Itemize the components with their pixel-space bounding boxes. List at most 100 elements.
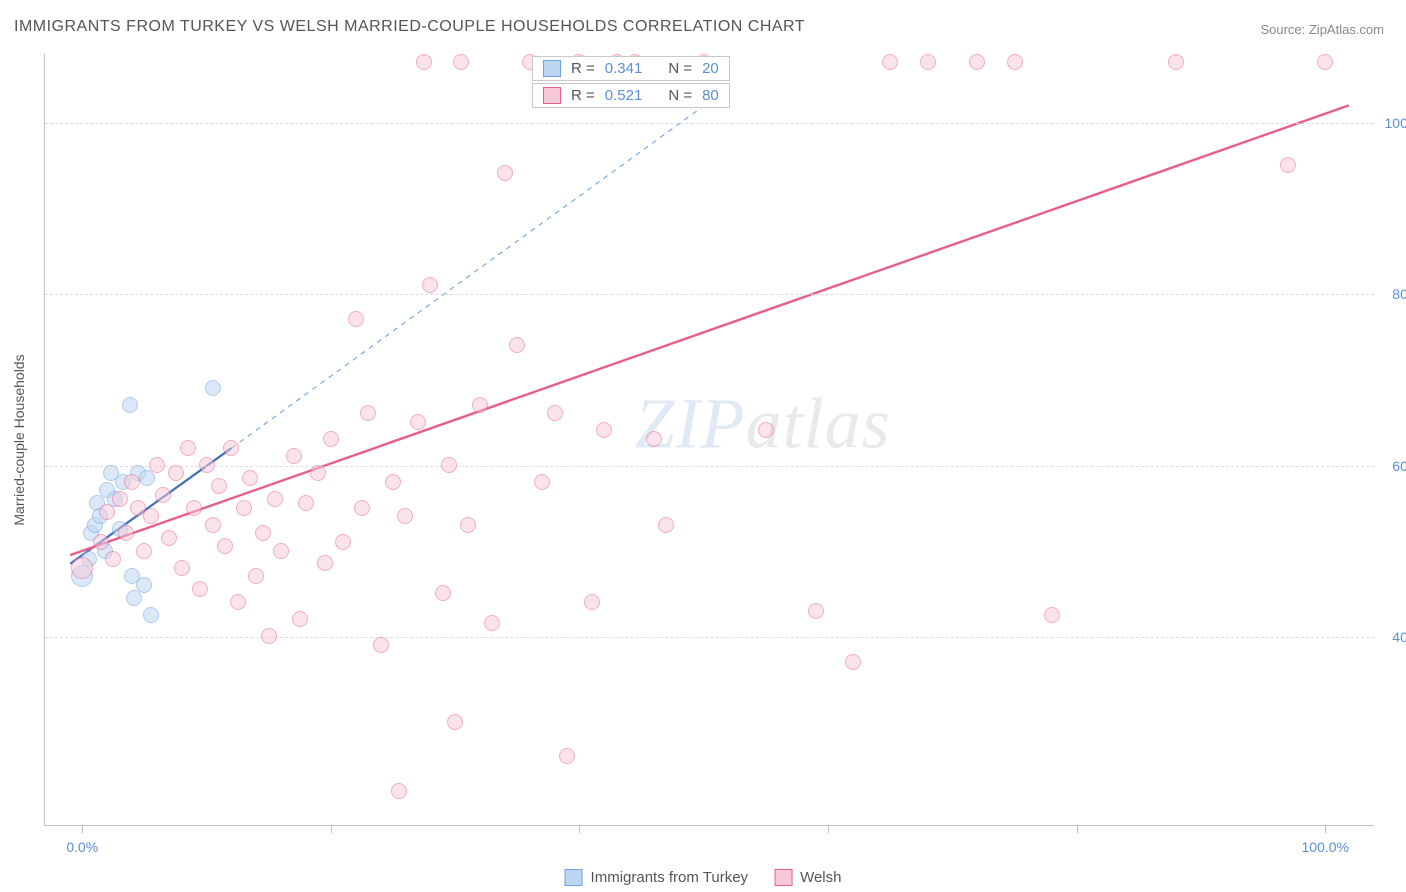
welsh-point <box>646 431 662 447</box>
welsh-point <box>1317 54 1333 70</box>
welsh-point <box>385 474 401 490</box>
welsh-point <box>758 422 774 438</box>
welsh-point <box>149 457 165 473</box>
welsh-point <box>199 457 215 473</box>
welsh-point <box>410 414 426 430</box>
welsh-point <box>391 783 407 799</box>
legend-swatch <box>565 869 583 886</box>
chart-frame: IMMIGRANTS FROM TURKEY VS WELSH MARRIED-… <box>0 0 1406 892</box>
welsh-point <box>658 517 674 533</box>
regression-lines <box>45 54 1374 825</box>
welsh-point <box>118 525 134 541</box>
gridline <box>45 637 1374 638</box>
scatter-plot: Married-couple Households ZIPatlas 40.0%… <box>44 54 1374 826</box>
n-label: N = <box>668 60 692 77</box>
welsh-point <box>447 714 463 730</box>
r-value: 0.341 <box>605 60 643 77</box>
welsh-point <box>441 457 457 473</box>
y-tick-label: 40.0% <box>1392 629 1406 645</box>
turkey-point <box>126 590 142 606</box>
turkey-point <box>122 397 138 413</box>
series-legend: Immigrants from Turkey Welsh <box>565 869 842 886</box>
x-tick <box>82 825 83 833</box>
welsh-point <box>261 628 277 644</box>
welsh-point <box>286 448 302 464</box>
legend-label: Immigrants from Turkey <box>591 869 749 886</box>
turkey-point <box>136 577 152 593</box>
welsh-point <box>1280 157 1296 173</box>
n-label: N = <box>668 87 692 104</box>
welsh-point <box>273 543 289 559</box>
legend-label: Welsh <box>800 869 841 886</box>
welsh-point <box>882 54 898 70</box>
legend-swatch <box>774 869 792 886</box>
welsh-point <box>143 508 159 524</box>
y-tick-label: 60.0% <box>1392 458 1406 474</box>
y-tick-label: 100.0% <box>1385 115 1406 131</box>
x-tick <box>1077 825 1078 833</box>
x-tick <box>331 825 332 833</box>
legend-swatch <box>543 60 561 77</box>
welsh-point <box>1007 54 1023 70</box>
welsh-point <box>323 431 339 447</box>
welsh-point <box>920 54 936 70</box>
welsh-point <box>373 637 389 653</box>
welsh-point <box>472 397 488 413</box>
welsh-point <box>71 557 93 579</box>
welsh-point <box>248 568 264 584</box>
welsh-point <box>99 504 115 520</box>
welsh-point <box>354 500 370 516</box>
welsh-point <box>136 543 152 559</box>
legend-item: Immigrants from Turkey <box>565 869 749 886</box>
x-tick <box>828 825 829 833</box>
welsh-point <box>267 491 283 507</box>
x-tick-label: 100.0% <box>1302 839 1349 855</box>
welsh-point <box>453 54 469 70</box>
welsh-point <box>230 594 246 610</box>
welsh-point <box>416 54 432 70</box>
welsh-point <box>460 517 476 533</box>
n-value: 20 <box>702 60 719 77</box>
welsh-point <box>292 611 308 627</box>
source-prefix: Source: <box>1260 22 1308 37</box>
welsh-point <box>1168 54 1184 70</box>
welsh-point <box>155 487 171 503</box>
welsh-point <box>211 478 227 494</box>
chart-title: IMMIGRANTS FROM TURKEY VS WELSH MARRIED-… <box>14 18 805 36</box>
welsh-point <box>547 405 563 421</box>
welsh-point <box>242 470 258 486</box>
welsh-point <box>435 585 451 601</box>
welsh-point <box>236 500 252 516</box>
r-label: R = <box>571 87 595 104</box>
gridline <box>45 466 1374 467</box>
n-value: 80 <box>702 87 719 104</box>
x-tick-label: 0.0% <box>66 839 98 855</box>
turkey-point <box>205 380 221 396</box>
welsh-point <box>584 594 600 610</box>
welsh-point <box>255 525 271 541</box>
welsh-point <box>422 277 438 293</box>
turkey-point <box>143 607 159 623</box>
welsh-point <box>534 474 550 490</box>
x-tick <box>579 825 580 833</box>
welsh-point <box>205 517 221 533</box>
welsh-point <box>397 508 413 524</box>
regression-line <box>232 88 729 448</box>
welsh-point <box>192 581 208 597</box>
welsh-point <box>168 465 184 481</box>
welsh-point <box>559 748 575 764</box>
welsh-point <box>845 654 861 670</box>
welsh-point <box>112 491 128 507</box>
welsh-point <box>124 474 140 490</box>
welsh-point <box>596 422 612 438</box>
welsh-point <box>335 534 351 550</box>
welsh-point <box>180 440 196 456</box>
welsh-point <box>509 337 525 353</box>
regression-line <box>70 105 1349 555</box>
r-value: 0.521 <box>605 87 643 104</box>
welsh-point <box>1044 607 1060 623</box>
x-tick <box>1325 825 1326 833</box>
welsh-point <box>360 405 376 421</box>
welsh-point <box>186 500 202 516</box>
welsh-point <box>969 54 985 70</box>
